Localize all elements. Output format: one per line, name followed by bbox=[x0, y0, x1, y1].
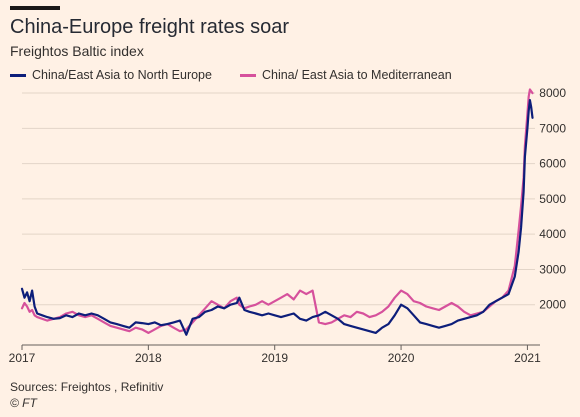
legend-item-mediterranean: China/ East Asia to Mediterranean bbox=[239, 67, 452, 83]
series-line-mediterranean bbox=[20, 88, 534, 334]
chart-subtitle: Freightos Baltic index bbox=[10, 43, 144, 59]
x-tick-label: 2019 bbox=[261, 351, 288, 365]
y-tick-label: 2000 bbox=[539, 298, 566, 312]
x-tick-label: 2020 bbox=[388, 351, 415, 365]
source-note: Sources: Freightos , Refinitiv bbox=[10, 380, 164, 394]
y-tick-label: 7000 bbox=[539, 121, 566, 135]
y-tick-label: 3000 bbox=[539, 262, 566, 276]
legend-item-north-europe: China/East Asia to North Europe bbox=[10, 67, 212, 83]
legend-label-north-europe: China/East Asia to North Europe bbox=[32, 68, 212, 82]
y-tick-label: 4000 bbox=[539, 227, 566, 241]
x-tick-label: 2017 bbox=[9, 351, 36, 365]
x-tick-label: 2018 bbox=[135, 351, 162, 365]
legend-swatch-north-europe bbox=[10, 73, 26, 77]
y-tick-label: 6000 bbox=[539, 157, 566, 171]
series-line-north-europe bbox=[20, 98, 534, 336]
chart-legend: China/East Asia to North Europe China/ E… bbox=[10, 67, 452, 83]
ft-credit: © FT bbox=[10, 396, 37, 410]
y-tick-label: 5000 bbox=[539, 192, 566, 206]
ft-top-bar bbox=[10, 6, 60, 10]
chart-title: China-Europe freight rates soar bbox=[10, 16, 290, 38]
legend-swatch-mediterranean bbox=[239, 73, 256, 77]
legend-label-mediterranean: China/ East Asia to Mediterranean bbox=[261, 68, 452, 82]
y-tick-label: 8000 bbox=[539, 86, 566, 100]
x-tick-label: 2021 bbox=[514, 351, 541, 365]
